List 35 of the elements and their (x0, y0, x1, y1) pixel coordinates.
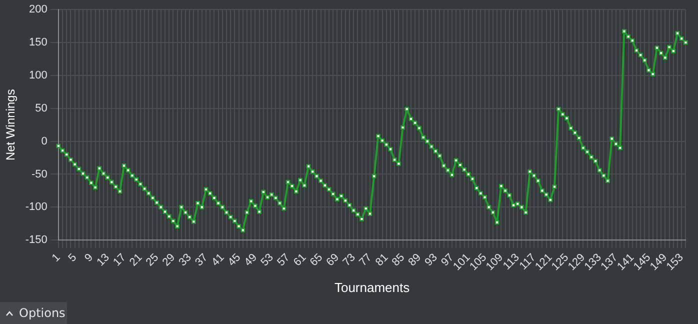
y-tick-label: -150 (25, 234, 48, 246)
x-tick-label: 5 (66, 252, 80, 264)
y-tick-label: -100 (25, 201, 48, 214)
x-tick-label: 33 (176, 252, 194, 269)
y-axis-title: Net Winnings (4, 89, 18, 161)
x-tick-label: 13 (94, 252, 112, 269)
x-tick-label: 85 (390, 252, 408, 269)
x-tick-label: 53 (258, 252, 276, 269)
text: Options (19, 306, 66, 320)
x-tick-label: 57 (275, 252, 292, 269)
x-tick-label: 45 (226, 252, 244, 269)
y-tick-label: 50 (35, 102, 48, 114)
x-tick-label: 73 (340, 252, 358, 269)
y-tick-label: -50 (32, 168, 48, 180)
x-tick-label: 25 (144, 252, 162, 269)
x-tick-label: 49 (242, 252, 260, 269)
x-tick-label: 37 (193, 252, 210, 269)
x-tick-label: 77 (357, 252, 374, 269)
x-tick-label: 69 (324, 252, 342, 269)
x-tick-label: 41 (210, 252, 227, 269)
x-tick-label: 29 (160, 252, 178, 269)
x-tick-label: 9 (82, 252, 96, 264)
y-tick-label: 100 (29, 69, 48, 82)
x-tick-label: 89 (406, 252, 424, 269)
x-tick-label: 61 (292, 252, 309, 269)
x-tick-label: 81 (374, 252, 391, 269)
x-tick-label: 93 (422, 252, 440, 269)
x-tick-label: 21 (128, 252, 145, 269)
y-tick-label: 0 (41, 135, 48, 148)
x-tick-label: 65 (308, 252, 326, 269)
y-tick-label: 200 (29, 4, 48, 16)
x-tick-label: 17 (111, 252, 128, 269)
x-axis-title: Tournaments (334, 280, 410, 295)
x-tick-label: 1 (50, 252, 63, 264)
y-tick-label: 150 (29, 36, 48, 49)
